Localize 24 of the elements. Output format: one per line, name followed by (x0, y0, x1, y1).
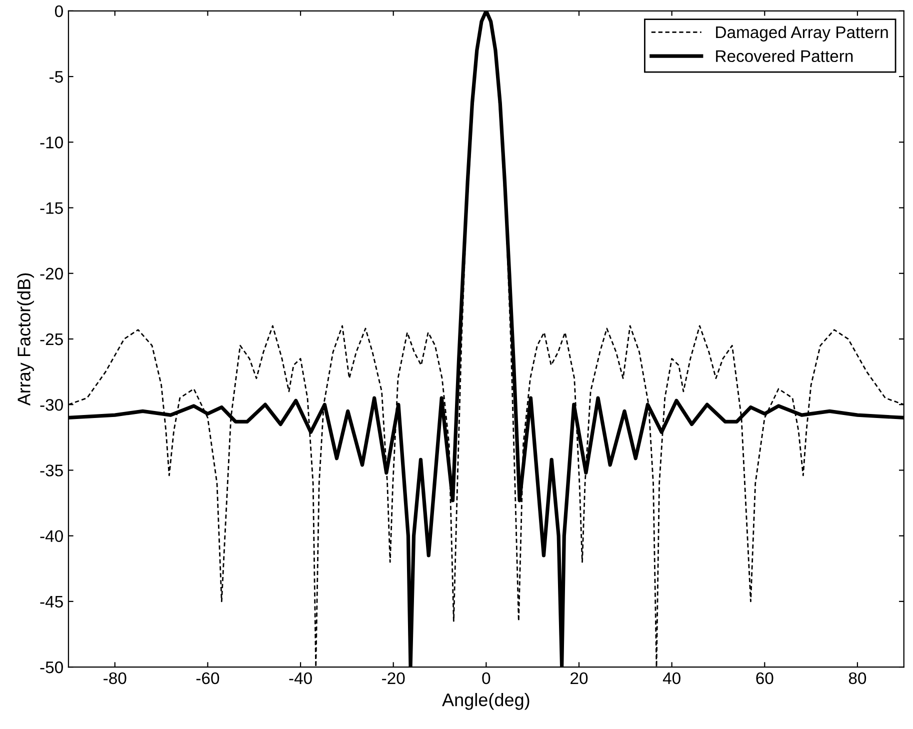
y-tick-label: -40 (40, 530, 63, 542)
y-tick-label: -45 (40, 596, 63, 608)
y-tick-label: -25 (40, 333, 63, 346)
y-tick-label: -50 (40, 661, 63, 674)
y-axis-title: Array Factor(dB) (17, 273, 34, 406)
x-tick-label: -20 (382, 672, 405, 684)
x-axis-title: Angle(deg) (442, 692, 530, 710)
x-tick-label: -40 (289, 672, 312, 684)
y-tick-label: -5 (50, 71, 63, 83)
legend-label: Damaged Array Pattern (716, 26, 888, 42)
y-tick-label: -35 (40, 464, 63, 476)
y-tick-label: 0 (54, 5, 63, 18)
y-tick-label: -15 (40, 202, 63, 214)
x-tick-label: -80 (104, 672, 126, 684)
y-tick-label: -10 (40, 136, 63, 148)
y-tick-label: -20 (40, 268, 63, 280)
legend-label: Recovered Pattern (716, 50, 853, 62)
x-tick-label: 20 (570, 672, 588, 684)
x-tick-label: 80 (848, 672, 866, 684)
y-tick-label: -30 (40, 398, 63, 411)
x-tick-label: 0 (482, 672, 490, 684)
x-tick-label: 60 (756, 672, 774, 684)
x-tick-label: -60 (196, 672, 220, 684)
x-tick-label: 40 (662, 672, 680, 684)
